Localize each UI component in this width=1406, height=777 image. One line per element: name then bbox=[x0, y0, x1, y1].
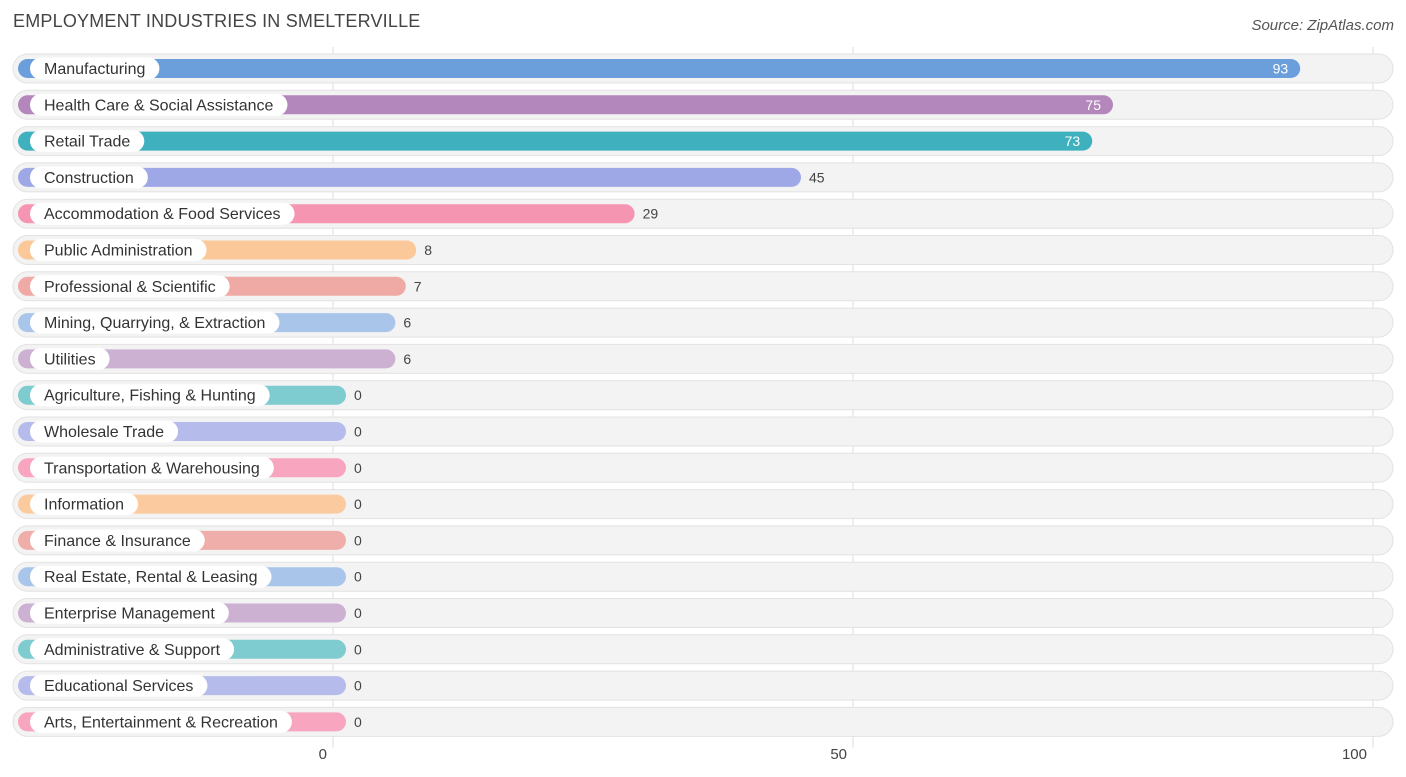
category-label: Finance & Insurance bbox=[44, 533, 191, 550]
category-label-pill bbox=[30, 529, 205, 552]
category-label-pill bbox=[30, 674, 208, 697]
category-label-pill bbox=[30, 239, 207, 261]
category-label-pill bbox=[30, 130, 145, 153]
category-label-pill bbox=[30, 202, 295, 225]
row-track bbox=[12, 598, 1394, 628]
value-label: 93 bbox=[1273, 61, 1289, 77]
x-tick-label: 100 bbox=[1342, 746, 1367, 763]
value-label: 0 bbox=[354, 678, 362, 694]
category-label-pill bbox=[30, 93, 288, 116]
row-track bbox=[12, 706, 1394, 737]
bar bbox=[18, 167, 801, 187]
row-track bbox=[12, 416, 1394, 447]
x-tick-label: 0 bbox=[319, 746, 327, 763]
value-label: 8 bbox=[424, 242, 432, 258]
value-label: 0 bbox=[354, 460, 362, 476]
category-label-pill bbox=[30, 456, 274, 479]
category-label-pill bbox=[30, 347, 110, 370]
bar bbox=[18, 95, 1113, 115]
value-label: 29 bbox=[643, 206, 659, 222]
value-label: 0 bbox=[354, 714, 362, 730]
category-label-pill bbox=[30, 710, 292, 733]
value-label: 0 bbox=[354, 605, 362, 621]
chart-title: EMPLOYMENT INDUSTRIES IN SMELTERVILLE bbox=[13, 11, 421, 31]
category-label: Educational Services bbox=[44, 678, 193, 695]
category-label: Public Administration bbox=[44, 243, 193, 260]
row-track bbox=[12, 489, 1394, 520]
value-label: 0 bbox=[354, 424, 362, 440]
bar bbox=[18, 131, 1093, 151]
value-label: 45 bbox=[809, 169, 825, 185]
category-label: Enterprise Management bbox=[44, 606, 215, 623]
category-label-pill bbox=[30, 311, 280, 334]
category-label-pill bbox=[30, 565, 272, 588]
category-label-pill bbox=[30, 602, 229, 624]
category-label: Arts, Entertainment & Recreation bbox=[44, 714, 278, 731]
category-label-pill bbox=[30, 638, 235, 661]
category-label: Wholesale Trade bbox=[44, 424, 164, 441]
category-label: Construction bbox=[44, 170, 134, 187]
category-label-pill bbox=[30, 166, 148, 189]
row-track bbox=[12, 634, 1394, 665]
value-label: 75 bbox=[1085, 97, 1101, 113]
category-label-pill bbox=[30, 275, 230, 298]
category-label: Utilities bbox=[44, 351, 96, 368]
value-label: 0 bbox=[354, 532, 362, 548]
row-track bbox=[12, 670, 1394, 701]
value-label: 73 bbox=[1065, 133, 1081, 149]
category-label: Agriculture, Fishing & Hunting bbox=[44, 388, 256, 405]
row-track bbox=[12, 525, 1394, 556]
category-label: Transportation & Warehousing bbox=[44, 460, 260, 477]
category-label-pill bbox=[30, 384, 270, 407]
row-track bbox=[12, 561, 1394, 592]
category-label: Professional & Scientific bbox=[44, 279, 216, 296]
category-label: Mining, Quarrying, & Extraction bbox=[44, 315, 265, 332]
row-track bbox=[12, 452, 1394, 483]
value-label: 6 bbox=[403, 315, 411, 331]
category-label-pill bbox=[30, 57, 160, 80]
bar bbox=[18, 59, 1301, 78]
source-label: Source: ZipAtlas.com bbox=[1251, 17, 1394, 34]
row-track bbox=[12, 380, 1394, 411]
value-label: 6 bbox=[403, 351, 411, 367]
value-label: 0 bbox=[354, 387, 362, 403]
category-label: Accommodation & Food Services bbox=[44, 206, 281, 223]
category-label: Retail Trade bbox=[44, 134, 130, 151]
category-label: Health Care & Social Assistance bbox=[44, 97, 274, 114]
value-label: 0 bbox=[354, 641, 362, 657]
x-tick-label: 50 bbox=[830, 746, 847, 763]
category-label: Information bbox=[44, 497, 124, 514]
category-label: Manufacturing bbox=[44, 61, 145, 78]
category-label: Administrative & Support bbox=[44, 642, 221, 659]
bar bbox=[18, 349, 396, 369]
category-label-pill bbox=[30, 493, 139, 516]
value-label: 0 bbox=[354, 496, 362, 512]
value-label: 7 bbox=[414, 278, 422, 294]
value-label: 0 bbox=[354, 569, 362, 585]
category-label: Real Estate, Rental & Leasing bbox=[44, 569, 257, 586]
category-label-pill bbox=[30, 420, 179, 443]
